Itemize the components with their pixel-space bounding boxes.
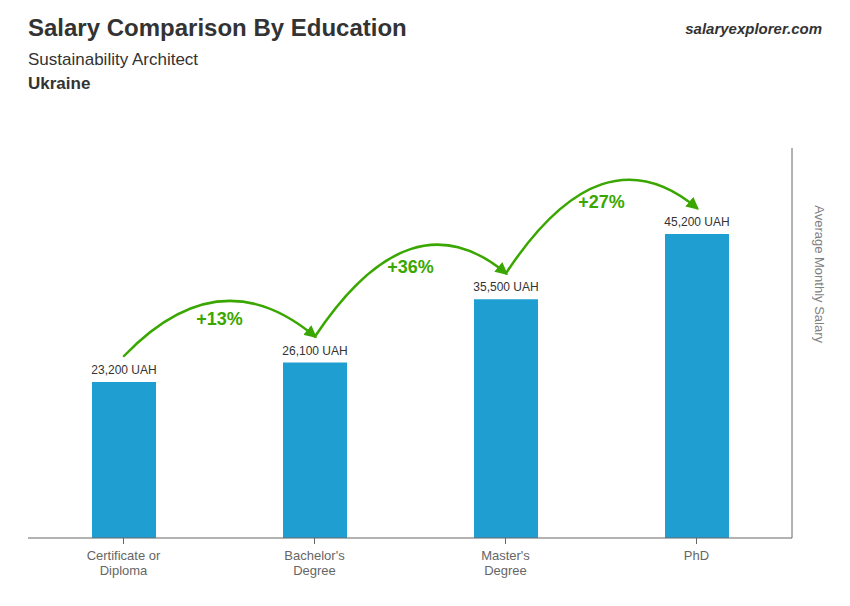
svg-text:+27%: +27%: [578, 192, 625, 212]
svg-text:PhD: PhD: [684, 548, 709, 563]
svg-text:26,100 UAH: 26,100 UAH: [282, 344, 347, 358]
svg-text:Master'sDegree: Master'sDegree: [481, 548, 530, 578]
html-text:Ukraine: Ukraine: [28, 74, 91, 93]
svg-text:+36%: +36%: [387, 257, 434, 277]
svg-text:Average Monthly Salary: Average Monthly Salary: [812, 205, 827, 343]
html-text:Sustainability Architect: Sustainability Architect: [28, 50, 199, 69]
svg-text:35,500 UAH: 35,500 UAH: [473, 280, 538, 294]
svg-text:Certificate orDiploma: Certificate orDiploma: [87, 548, 161, 578]
svg-text:45,200 UAH: 45,200 UAH: [664, 215, 729, 229]
html-text:Salary Comparison By Education: Salary Comparison By Education: [28, 14, 407, 41]
svg-text:Bachelor'sDegree: Bachelor'sDegree: [284, 548, 345, 578]
svg-text:+13%: +13%: [196, 309, 243, 329]
html-text:salaryexplorer.com: salaryexplorer.com: [685, 20, 822, 37]
svg-text:23,200 UAH: 23,200 UAH: [91, 363, 156, 377]
